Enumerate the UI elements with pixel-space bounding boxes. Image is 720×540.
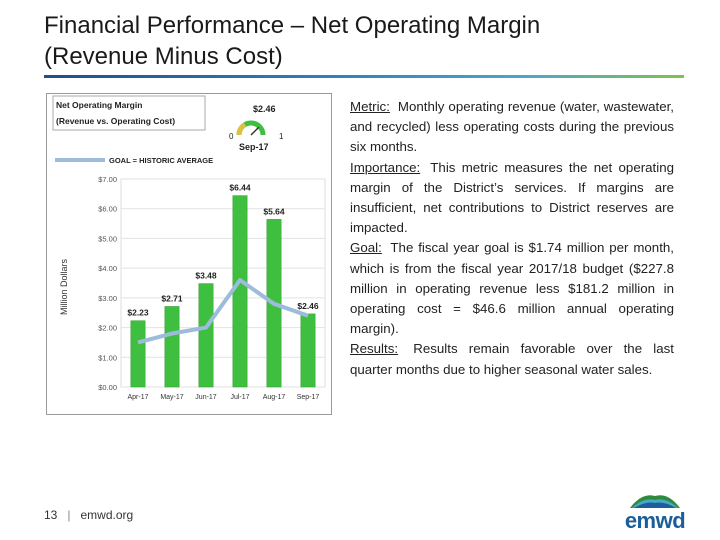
data-label: $6.44	[229, 183, 251, 193]
importance-paragraph: Importance: This metric measures the net…	[350, 158, 674, 239]
logo-text: emwd	[624, 508, 686, 533]
results-text: Results remain favorable over the last q…	[350, 341, 674, 377]
x-tick-label: Sep-17	[297, 394, 320, 401]
title-divider	[44, 75, 684, 78]
results-label: Results:	[350, 341, 399, 357]
goal-text: The fiscal year goal is $1.74 million pe…	[350, 240, 674, 337]
data-label: $2.71	[161, 293, 183, 303]
gauge-month: Sep-17	[239, 142, 269, 152]
legend-goal-label: GOAL = HISTORIC AVERAGE	[109, 156, 213, 165]
data-label: $2.46	[297, 301, 319, 311]
slide-title-line1: Financial Performance – Net Operating Ma…	[44, 12, 541, 39]
gauge-value: $2.46	[253, 104, 276, 114]
bar-may-17	[164, 306, 180, 388]
net-operating-margin-chart: Net Operating Margin (Revenue vs. Operat…	[52, 95, 326, 401]
x-tick-label: May-17	[160, 394, 183, 401]
metric-text: Monthly operating revenue (water, wastew…	[350, 99, 674, 155]
x-tick-label: Apr-17	[127, 394, 148, 401]
metric-paragraph: Metric: Monthly operating revenue (water…	[350, 97, 674, 158]
data-label: $3.48	[195, 271, 217, 281]
metric-label: Metric:	[350, 99, 390, 114]
bar-jun-17	[198, 283, 214, 388]
chart-panel: Net Operating Margin (Revenue vs. Operat…	[46, 93, 332, 415]
importance-label: Importance:	[350, 159, 421, 175]
bar-jul-17	[232, 195, 248, 388]
importance-text: This metric measures the net operating m…	[350, 159, 674, 236]
footer-separator: |	[67, 508, 71, 522]
gauge-icon	[236, 120, 266, 136]
footer: 13 | emwd.org	[44, 508, 133, 522]
results-paragraph: Results: Results remain favorable over t…	[350, 339, 674, 379]
y-tick-label: $7.00	[98, 175, 117, 184]
y-tick-label: $2.00	[98, 324, 117, 333]
slide-title-line2: (Revenue Minus Cost)	[44, 43, 283, 70]
bar-apr-17	[130, 320, 146, 388]
goal-line	[137, 278, 309, 345]
y-tick-label: $3.00	[98, 294, 117, 303]
data-label: $2.23	[127, 308, 149, 318]
emwd-logo: emwd	[622, 488, 688, 533]
logo-mountains-icon	[630, 495, 680, 508]
bar-sep-17	[300, 313, 316, 388]
gauge-needle	[250, 126, 260, 136]
y-tick-label: $1.00	[98, 353, 117, 362]
gauge-min: 0	[229, 132, 234, 141]
data-label: $5.64	[263, 206, 285, 216]
chart-title: Net Operating Margin	[56, 100, 142, 110]
goal-label: Goal:	[350, 240, 382, 256]
plot-area	[120, 178, 326, 388]
gauge-max: 1	[279, 132, 284, 141]
y-tick-label: $4.00	[98, 264, 117, 273]
slide-title: Financial Performance – Net Operating Ma…	[44, 10, 684, 72]
x-tick-label: Jun-17	[195, 394, 217, 401]
chart-title-box	[52, 95, 206, 131]
y-axis-title: Million Dollars	[59, 258, 69, 315]
description-panel: Metric: Monthly operating revenue (water…	[350, 97, 674, 380]
footer-website[interactable]: emwd.org	[80, 508, 134, 522]
x-tick-label: Jul-17	[230, 394, 249, 401]
goal-paragraph: Goal: The fiscal year goal is $1.74 mill…	[350, 238, 674, 339]
y-tick-label: $6.00	[98, 205, 117, 214]
x-tick-label: Aug-17	[263, 394, 286, 401]
chart-subtitle: (Revenue vs. Operating Cost)	[56, 116, 175, 126]
y-tick-label: $0.00	[98, 383, 117, 392]
page-number: 13	[44, 508, 58, 522]
y-tick-label: $5.00	[98, 234, 117, 243]
